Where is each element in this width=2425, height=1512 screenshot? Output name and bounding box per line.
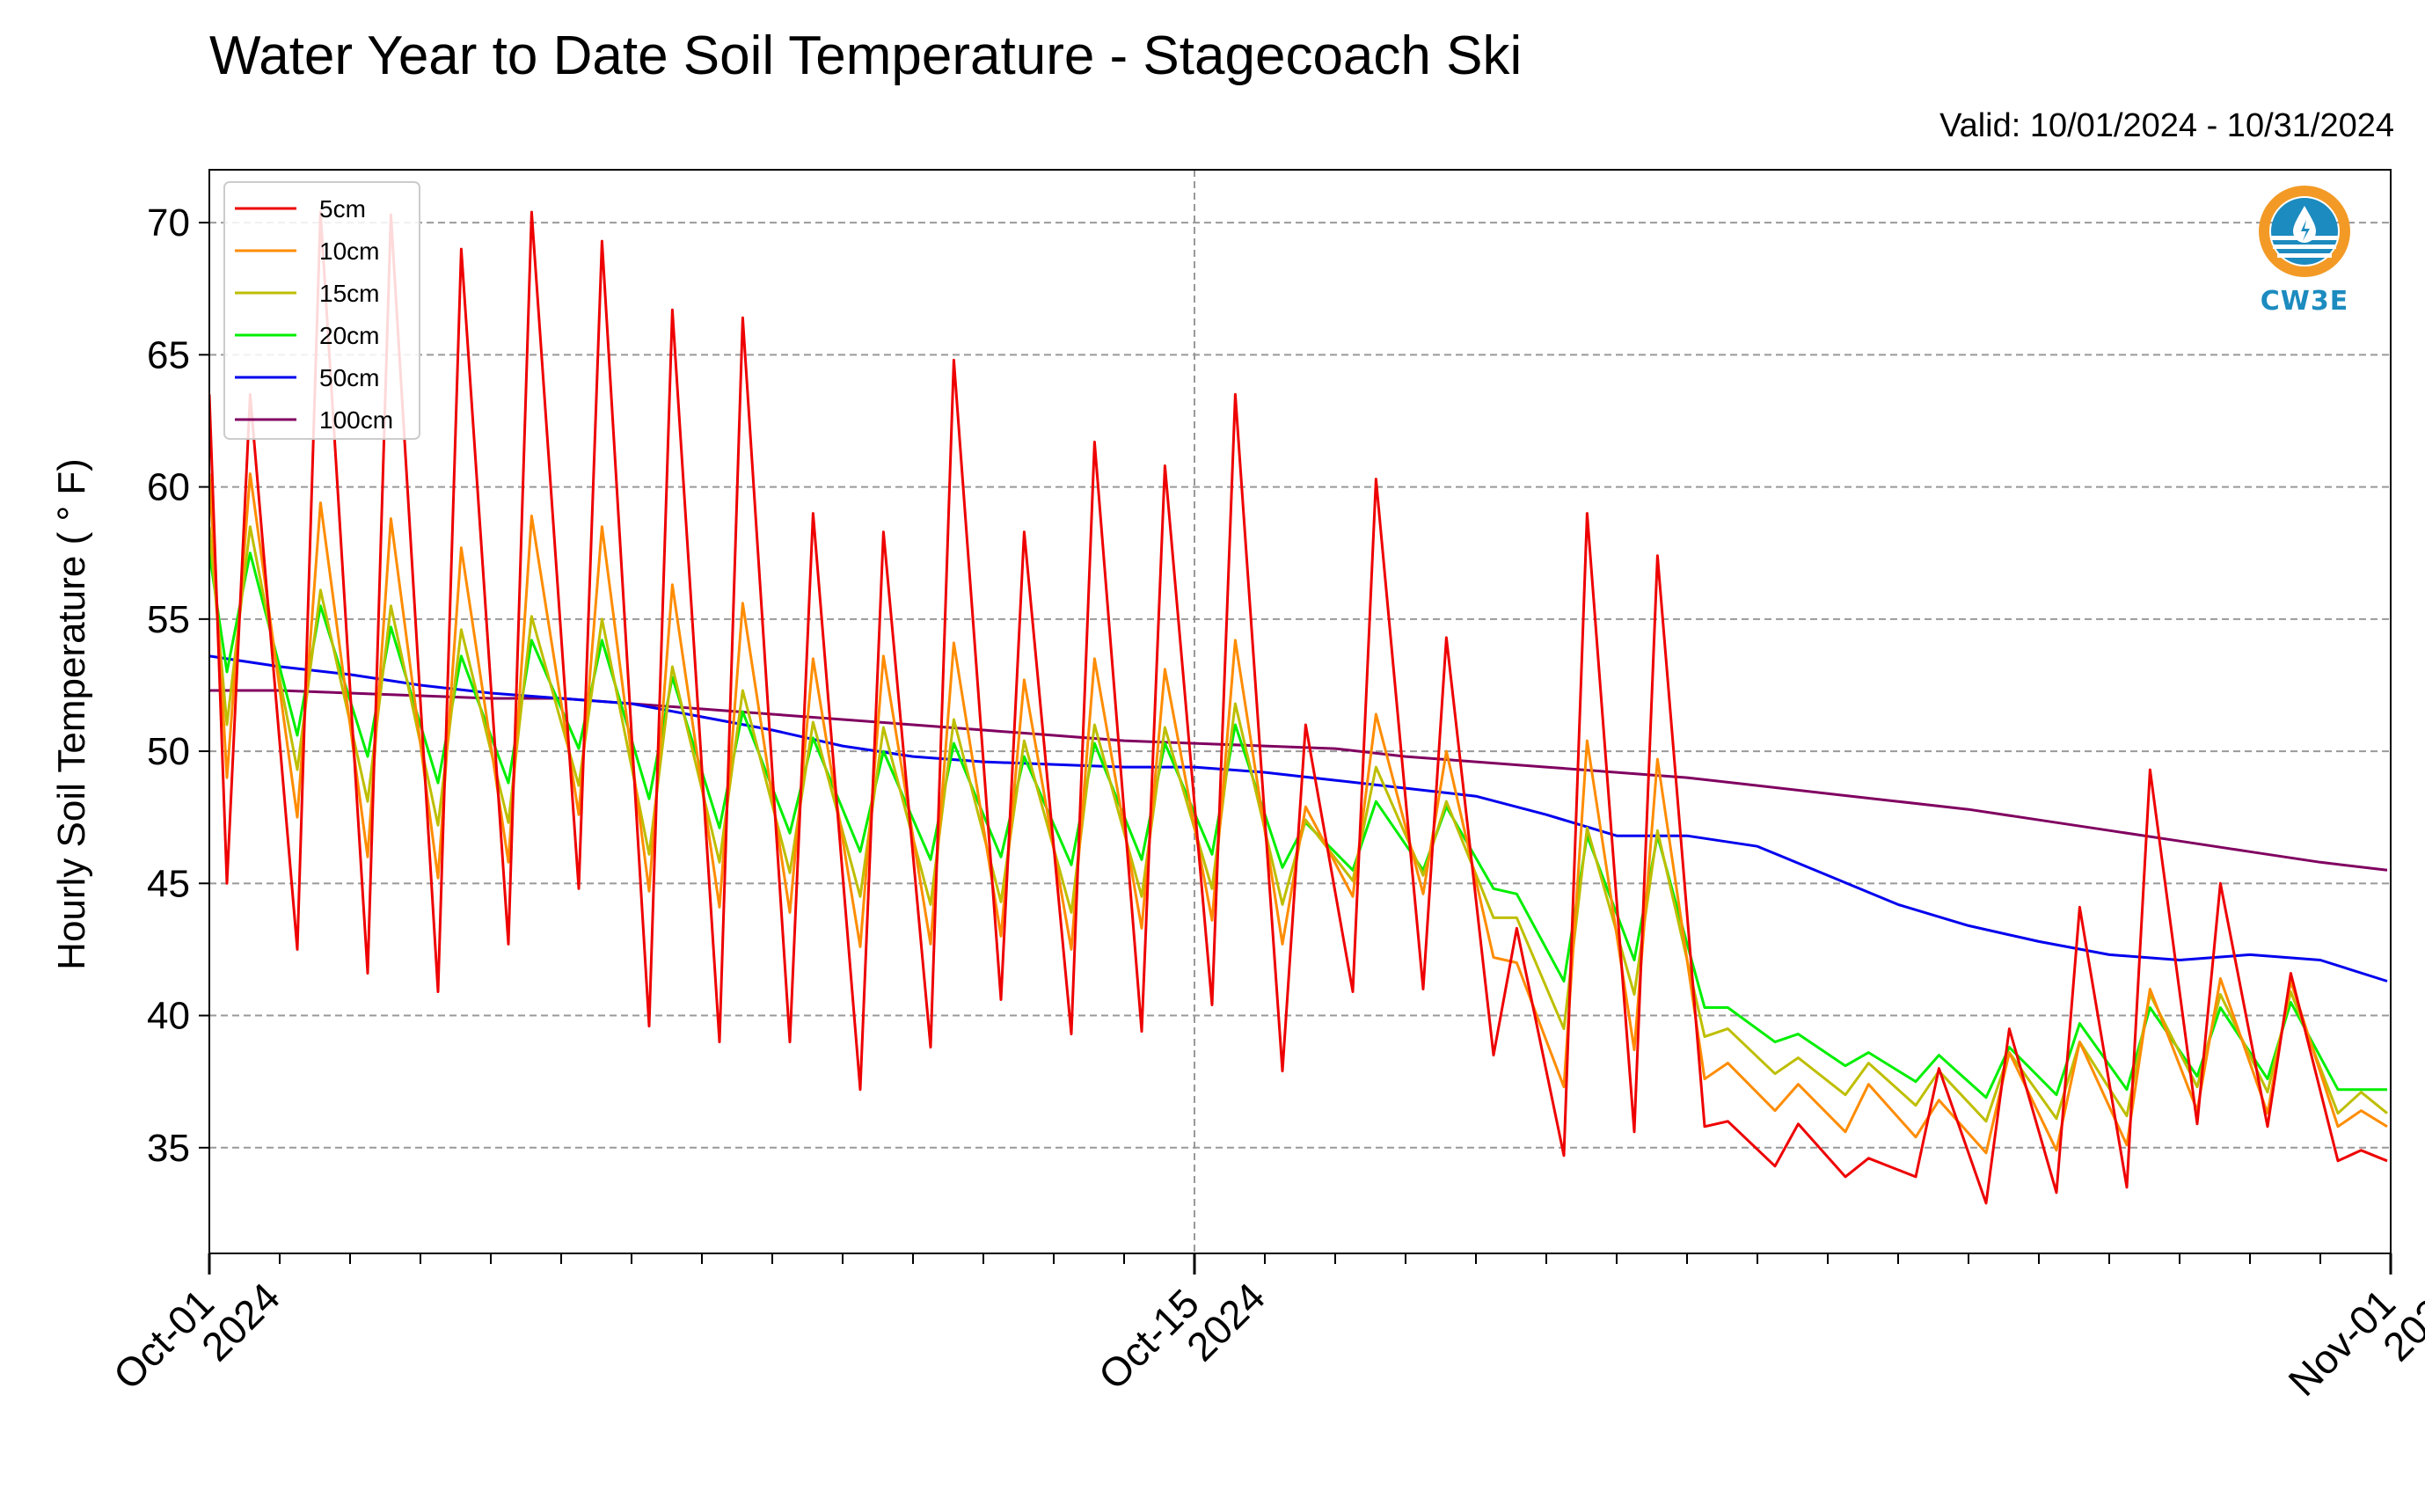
- legend-label-5cm: 5cm: [319, 195, 366, 223]
- series-line-20cm: [209, 551, 2387, 1099]
- y-tick-label: 65: [147, 333, 190, 376]
- logo-text: CW3E: [2260, 286, 2349, 317]
- series-line-50cm: [209, 654, 2388, 982]
- page-title: Water Year to Date Soil Temperature - St…: [209, 26, 1523, 86]
- series-line-5cm: [209, 210, 2388, 1205]
- cw3e-logo: CW3E: [2252, 183, 2357, 317]
- x-tick-label: Nov-012024: [2279, 1244, 2425, 1435]
- grid-lines: [209, 170, 2391, 1253]
- series-line-10cm: [209, 472, 2388, 1155]
- x-axis: Oct-012024 Oct-152024 Nov-012024: [105, 1244, 2425, 1435]
- legend-label-15cm: 15cm: [319, 280, 379, 307]
- y-tick-label: 45: [147, 862, 190, 905]
- y-tick-label: 50: [147, 730, 190, 773]
- y-tick-label: 40: [147, 995, 190, 1038]
- legend-label-100cm: 100cm: [319, 406, 393, 434]
- y-axis: 35 40 45 50 55 60 65 70: [147, 201, 209, 1170]
- y-tick-label: 55: [147, 598, 190, 641]
- y-axis-label: Hourly Soil Temperature ( ° F): [50, 458, 93, 970]
- legend-label-10cm: 10cm: [319, 237, 379, 265]
- valid-date-range: Valid: 10/01/2024 - 10/31/2024: [1939, 107, 2394, 144]
- y-tick-label: 70: [147, 201, 190, 245]
- plot-frame: [208, 169, 2392, 1254]
- legend-label-50cm: 50cm: [319, 364, 379, 391]
- x-tick-label: Oct-152024: [1090, 1244, 1274, 1428]
- x-tick-label: Oct-012024: [105, 1244, 289, 1428]
- series-lines: [209, 210, 2388, 1205]
- cw3e-droplet-logo-icon: [2259, 186, 2350, 277]
- legend: 5cm 10cm 15cm 20cm 50cm 100cm: [223, 181, 420, 440]
- y-tick-label: 35: [147, 1127, 190, 1170]
- series-line-15cm: [209, 525, 2388, 1123]
- legend-box: [223, 181, 420, 440]
- y-tick-label: 60: [147, 466, 190, 509]
- legend-label-20cm: 20cm: [319, 322, 379, 349]
